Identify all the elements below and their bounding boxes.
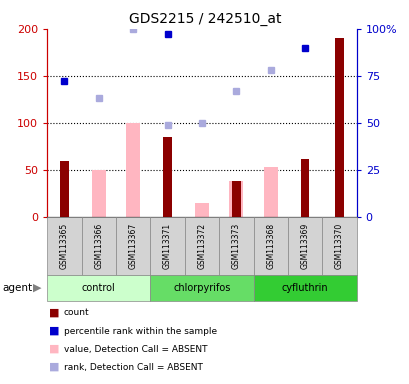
Text: ■: ■ xyxy=(49,362,60,372)
Bar xyxy=(253,217,287,275)
Text: GDS2215 / 242510_at: GDS2215 / 242510_at xyxy=(128,12,281,25)
Bar xyxy=(300,159,309,217)
Text: ▶: ▶ xyxy=(33,283,41,293)
Bar xyxy=(287,217,321,275)
Text: ■: ■ xyxy=(49,308,60,318)
Bar xyxy=(321,217,356,275)
Bar xyxy=(163,137,171,217)
Bar xyxy=(150,275,253,301)
Bar xyxy=(195,203,208,217)
Bar xyxy=(263,167,277,217)
Text: control: control xyxy=(82,283,115,293)
Text: GSM113372: GSM113372 xyxy=(197,223,206,269)
Bar xyxy=(253,275,356,301)
Text: GSM113365: GSM113365 xyxy=(60,223,69,269)
Bar xyxy=(150,217,184,275)
Text: GSM113370: GSM113370 xyxy=(334,223,343,269)
Bar xyxy=(229,181,243,217)
Bar xyxy=(231,181,240,217)
Text: ■: ■ xyxy=(49,344,60,354)
Text: value, Detection Call = ABSENT: value, Detection Call = ABSENT xyxy=(63,344,207,354)
Bar xyxy=(218,217,253,275)
Text: GSM113368: GSM113368 xyxy=(265,223,274,269)
Text: percentile rank within the sample: percentile rank within the sample xyxy=(63,326,216,336)
Bar xyxy=(60,161,68,217)
Text: rank, Detection Call = ABSENT: rank, Detection Call = ABSENT xyxy=(63,362,202,372)
Bar xyxy=(335,38,343,217)
Bar xyxy=(126,123,140,217)
Text: count: count xyxy=(63,308,89,318)
Text: GSM113367: GSM113367 xyxy=(128,223,137,269)
Text: ■: ■ xyxy=(49,326,60,336)
Text: cyfluthrin: cyfluthrin xyxy=(281,283,328,293)
Bar xyxy=(116,217,150,275)
Text: GSM113369: GSM113369 xyxy=(300,223,309,269)
Text: GSM113366: GSM113366 xyxy=(94,223,103,269)
Bar xyxy=(47,217,81,275)
Bar xyxy=(92,170,106,217)
Bar xyxy=(47,275,150,301)
Text: GSM113373: GSM113373 xyxy=(231,223,240,269)
Text: chlorpyrifos: chlorpyrifos xyxy=(173,283,230,293)
Text: agent: agent xyxy=(2,283,32,293)
Bar xyxy=(184,217,218,275)
Text: GSM113371: GSM113371 xyxy=(163,223,172,269)
Bar xyxy=(81,217,116,275)
